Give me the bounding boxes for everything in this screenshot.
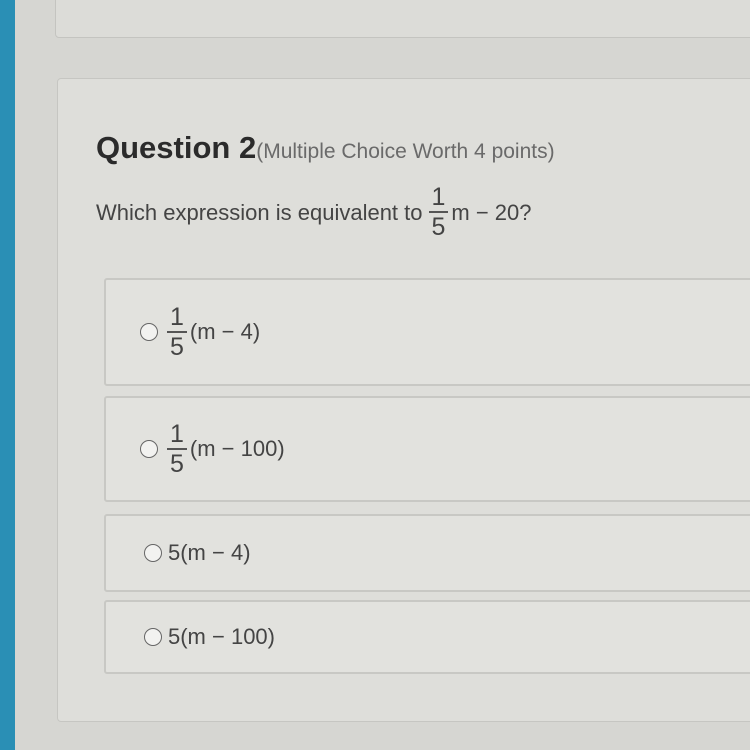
option-text: (m − 4) — [189, 319, 261, 344]
answer-option-2[interactable]: 1 5 (m − 100) — [104, 396, 750, 502]
prompt-suffix: m − 20? — [451, 199, 532, 225]
answer-option-4[interactable]: 5(m − 100) — [104, 600, 750, 674]
numerator: 1 — [428, 185, 449, 213]
numerator: 1 — [167, 304, 187, 333]
answer-option-3[interactable]: 5(m − 4) — [104, 514, 750, 592]
answer-option-1[interactable]: 1 5 (m − 4) — [104, 278, 750, 386]
prompt-text: Which expression is equivalent to — [96, 199, 423, 225]
left-edge-bar — [0, 0, 15, 750]
question-prompt: Which expression is equivalent to 1 5 m … — [96, 185, 532, 240]
option-text: 5(m − 100) — [168, 624, 275, 649]
question-title: Question 2(Multiple Choice Worth 4 point… — [96, 130, 555, 166]
numerator: 1 — [167, 421, 187, 450]
radio-button[interactable] — [140, 440, 158, 458]
question-points: (Multiple Choice Worth 4 points) — [256, 140, 555, 163]
option-fraction: 1 5 — [167, 304, 187, 361]
denominator: 5 — [170, 449, 184, 478]
radio-button[interactable] — [144, 544, 162, 562]
option-fraction: 1 5 — [167, 421, 187, 478]
question-number: Question 2 — [96, 130, 257, 165]
option-text: 5(m − 4) — [168, 540, 251, 565]
denominator: 5 — [431, 213, 446, 241]
previous-question-card — [55, 0, 750, 38]
radio-button[interactable] — [140, 323, 158, 341]
radio-button[interactable] — [144, 628, 162, 646]
option-text: (m − 100) — [189, 436, 285, 461]
denominator: 5 — [170, 332, 184, 361]
prompt-fraction: 1 5 — [428, 185, 449, 241]
